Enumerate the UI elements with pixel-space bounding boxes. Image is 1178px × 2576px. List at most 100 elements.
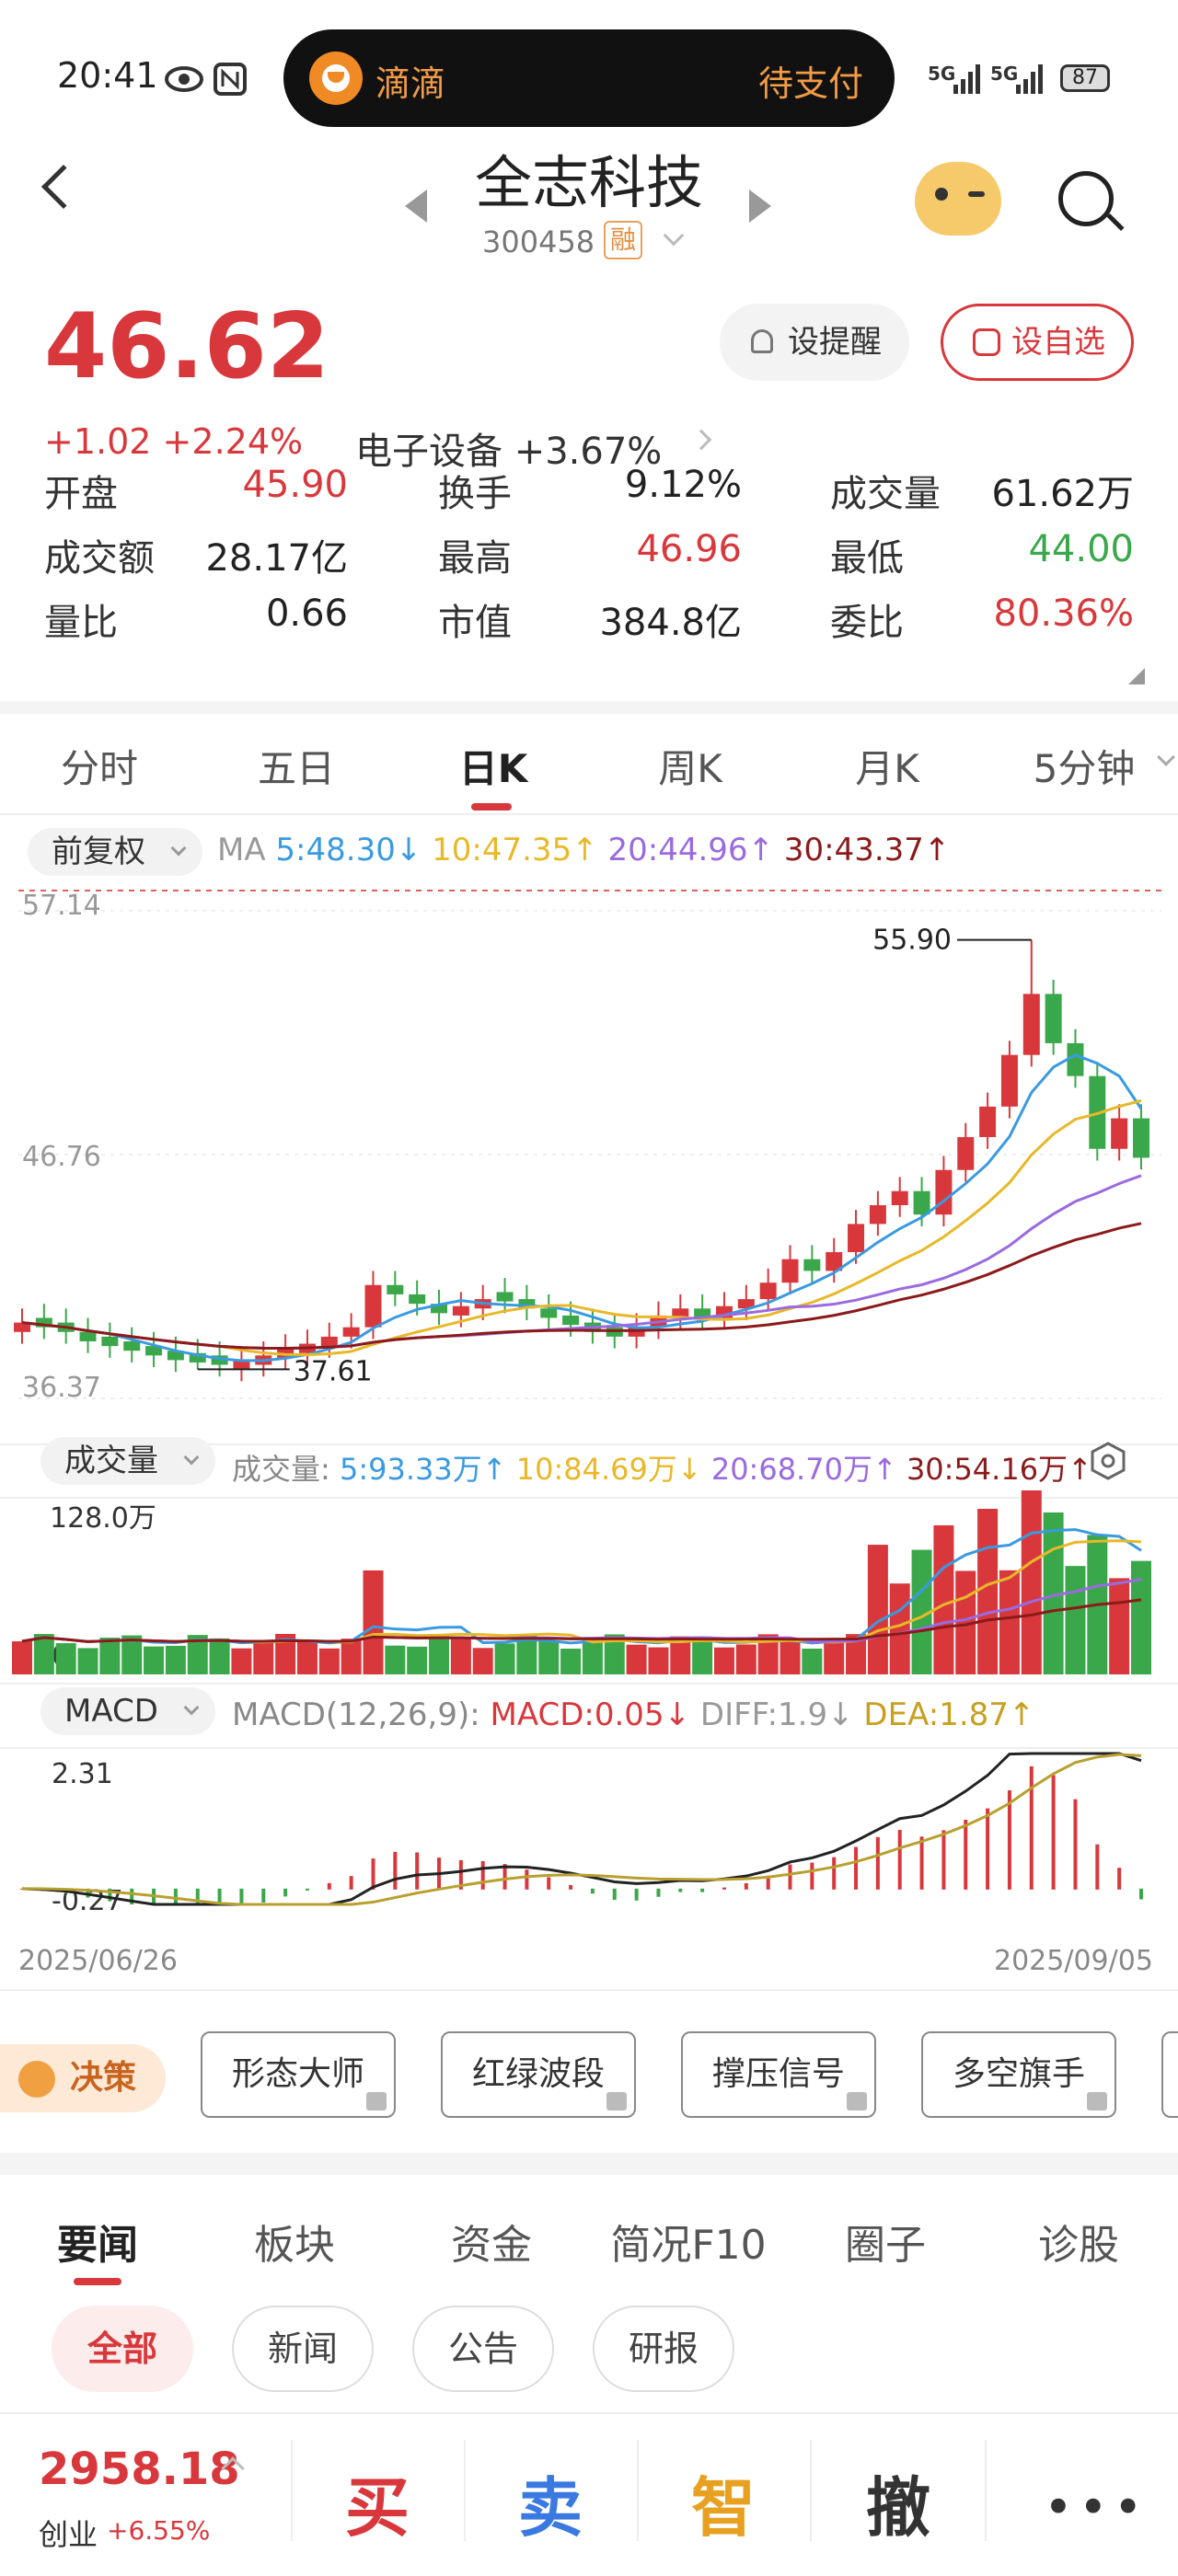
volume-bar [560,1648,582,1674]
candle-body [759,1282,777,1300]
settings-hex-icon[interactable] [1088,1441,1128,1481]
volume-bar [385,1645,406,1674]
buy-button[interactable]: 买 [345,2470,410,2546]
candle-body [935,1169,953,1215]
volume-bar [582,1639,603,1674]
cancel-order-button[interactable]: 撤 [866,2470,930,2546]
stock-name: 全志科技 [474,149,703,216]
stat-value: 9.12% [624,464,742,506]
news-tab[interactable]: 简况F10 [610,2222,767,2269]
stat-label: 成交额 [44,537,155,580]
news-tab[interactable]: 圈子 [845,2222,926,2269]
strategy-button[interactable]: 多空旗手 [921,2031,1116,2118]
expand-corner-icon[interactable] [1128,668,1145,684]
volume-bar [692,1636,713,1674]
news-tab[interactable]: 资金 [451,2222,532,2269]
volume-bar [144,1646,165,1674]
tab-1[interactable]: 五日 [257,746,335,791]
news-tab[interactable]: 要闻 [57,2222,138,2269]
tab-5[interactable]: 5分钟 [1033,746,1136,791]
volume-bar [824,1640,845,1674]
kline-chart[interactable]: 57.1446.7636.3755.9037.61128.0万02.31-0.2… [0,883,1178,1987]
set-alert-button[interactable]: 设提醒 [720,304,909,381]
news-tab[interactable]: 诊股 [1038,2222,1119,2269]
stat-label: 量比 [44,602,118,644]
volume-bar [757,1634,779,1674]
strategy-button[interactable]: 撑压信号 [681,2031,876,2118]
stat-label: 委比 [830,602,904,644]
diff-value: DIFF:1.9↓ [699,1696,854,1733]
volume-bar [407,1646,428,1674]
macd-params: MACD(12,26,9): [232,1696,480,1733]
next-stock-icon[interactable] [749,190,771,223]
tab-2[interactable]: 日K [458,746,528,791]
volume-bar [780,1639,801,1674]
vol10-value: 10:84.69万↓ [515,1452,702,1487]
chevron-right-icon[interactable] [690,429,712,451]
strategy-button[interactable]: 形态大师 [201,2031,396,2118]
macd-selector[interactable]: MACD [40,1687,215,1735]
chevron-down-icon [183,1699,200,1716]
watchlist-icon [973,328,1000,356]
sector-link[interactable]: 电子设备 +3.67% [355,421,662,475]
candle-body [1133,1118,1149,1158]
current-price: 46.62 [44,294,329,399]
vol-ma30-line [21,1598,1142,1643]
low-label: 37.61 [294,1355,373,1387]
stat-label: 换手 [438,473,512,515]
date-end: 2025/09/05 [994,1945,1153,1977]
mascot-icon[interactable] [915,162,1001,236]
chevron-down-icon[interactable] [663,224,685,247]
candle-body [496,1292,514,1302]
stat-value: 61.62万 [991,473,1134,515]
volume-bar [275,1634,296,1674]
tab-0[interactable]: 分时 [60,746,138,791]
signal-bars-icon-2 [1016,64,1043,94]
adjust-label: 前复权 [52,834,145,870]
dynamic-island-pill[interactable]: 滴滴 待支付 [283,29,895,127]
bar-divider [985,2440,987,2541]
stat-value: 0.66 [265,592,348,635]
strategy-more-button[interactable] [1161,2031,1178,2118]
vol30-value: 30:54.16万↑ [906,1452,1092,1487]
volume-bar [231,1648,252,1674]
stat-value: 44.00 [1028,528,1134,570]
tab-3[interactable]: 周K [658,746,722,791]
decision-badge[interactable]: 决策 [0,2044,166,2112]
volume-bar [429,1635,450,1674]
news-filter-chip[interactable]: 研报 [593,2306,734,2392]
volume-bar [735,1644,756,1674]
strategy-button[interactable]: 红绿波段 [441,2031,636,2118]
prev-stock-icon[interactable] [405,190,427,223]
candle-body [694,1308,711,1318]
back-icon[interactable] [40,164,87,210]
candle-body [35,1317,52,1328]
smart-button[interactable]: 智 [691,2470,756,2546]
news-filter-chip[interactable]: 公告 [412,2306,554,2392]
volume-bar [933,1524,954,1674]
battery-icon: 87 [1060,64,1110,92]
volume-selector[interactable]: 成交量 [40,1437,215,1485]
status-time: 20:41 [57,55,158,96]
candle-body [1067,1042,1084,1076]
news-filter-chip[interactable]: 全部 [52,2306,193,2392]
ma5-line [21,1053,1143,1363]
add-watchlist-button[interactable]: 设自选 [941,304,1134,381]
volume-bar [999,1570,1020,1674]
candle-body [431,1304,448,1314]
macd-selector-label: MACD [64,1693,158,1730]
more-icon[interactable]: ••• [1044,2478,1149,2536]
adjust-selector[interactable]: 前复权 [28,828,202,876]
set-alert-label: 设提醒 [788,324,882,361]
tab-4[interactable]: 月K [855,746,919,791]
sell-button[interactable]: 卖 [518,2470,583,2546]
index-value[interactable]: 2958.18 [39,2444,240,2495]
stock-code: 300458 [482,224,595,259]
ma-prefix: MA [217,832,266,868]
volume-bar [1131,1560,1151,1674]
search-icon[interactable] [1058,171,1114,226]
candle-body [79,1331,97,1341]
news-tab[interactable]: 板块 [254,2222,335,2269]
news-filter-chip[interactable]: 新闻 [232,2306,374,2392]
dea-line [21,1753,1142,1906]
